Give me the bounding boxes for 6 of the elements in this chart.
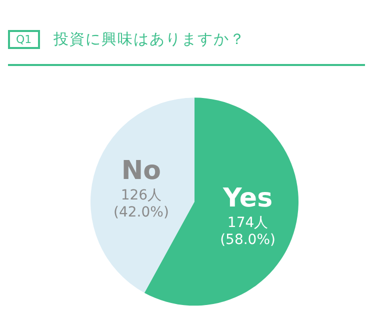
slice-label: Yes <box>222 183 273 214</box>
question-badge: Q1 <box>8 30 40 49</box>
data-label: 174人 (58.0%) <box>220 214 276 248</box>
chart-title: 投資に興味はありますか？ <box>54 30 246 49</box>
slice-label: No <box>121 156 162 186</box>
data-label: 126人 (42.0%) <box>114 188 169 220</box>
